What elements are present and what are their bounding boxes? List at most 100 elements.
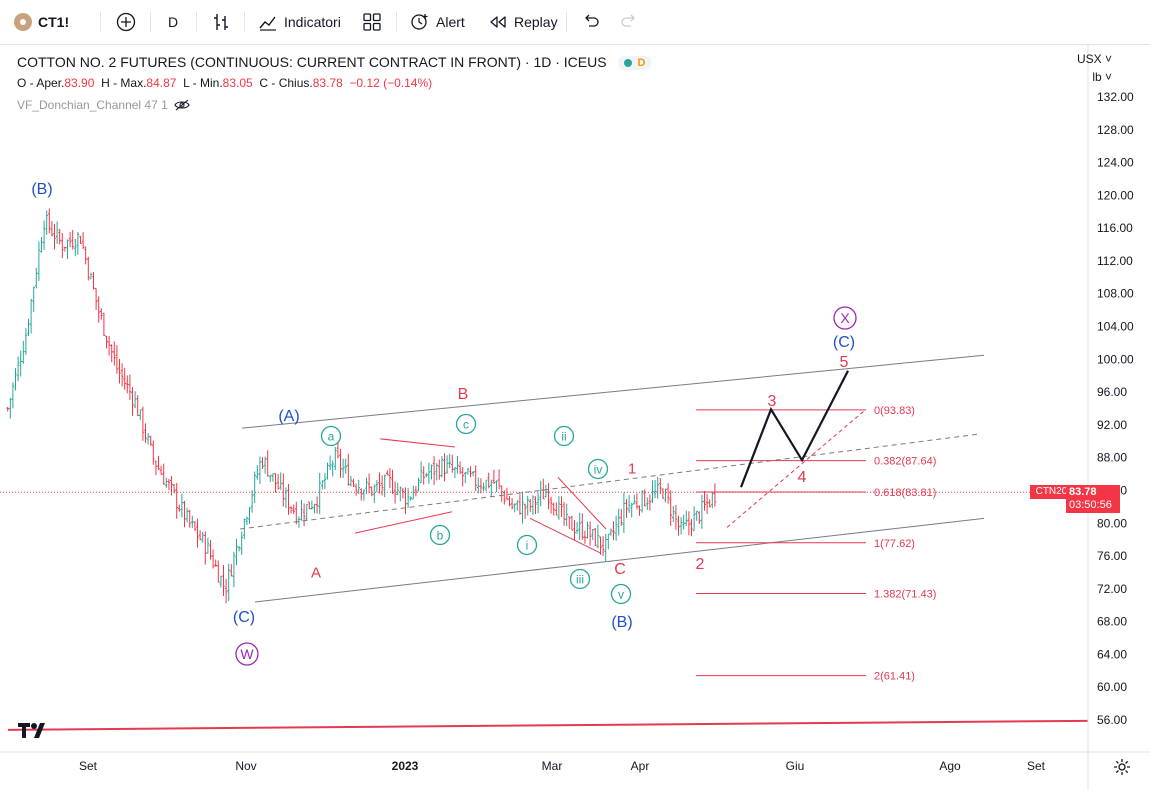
hidden-eye-icon[interactable] <box>174 99 190 111</box>
wave-label: X <box>840 310 850 326</box>
ohlc-bar <box>237 546 241 552</box>
high-value: 84.87 <box>146 76 177 90</box>
ohlc-bar <box>539 480 543 507</box>
ohlc-bar <box>435 463 439 481</box>
bar-style-button[interactable] <box>212 10 230 34</box>
ohlc-bar <box>79 235 82 244</box>
interval-button[interactable]: D <box>168 10 178 34</box>
y-tick-label: 60.00 <box>1097 680 1127 694</box>
ohlc-bar <box>404 487 407 515</box>
ohlc-bar <box>321 480 324 490</box>
tradingview-logo <box>18 720 52 745</box>
ohlc-bar <box>378 472 381 494</box>
ohlc-bar <box>586 521 589 539</box>
ohlc-bar <box>367 473 371 494</box>
undo-button[interactable] <box>582 10 600 34</box>
ohlc-bar <box>292 504 296 515</box>
ohlc-bar <box>638 505 641 516</box>
wave-label-circle <box>320 425 342 447</box>
ohlc-bar <box>388 468 392 489</box>
ohlc-bar <box>118 358 121 384</box>
ohlc-bar <box>529 498 532 512</box>
ohlc-bar <box>406 488 410 508</box>
wave-label-circle <box>569 568 591 590</box>
unit-selector[interactable]: lb ˅ <box>1092 70 1112 84</box>
replay-button[interactable]: Replay <box>488 10 558 34</box>
ohlc-bar <box>565 503 569 527</box>
x-tick-label: Giu <box>786 759 805 773</box>
ohlc-bar <box>131 387 134 416</box>
ohlc-bar <box>581 513 584 540</box>
ohlc-bar <box>570 515 574 531</box>
ohlc-bar <box>175 482 179 519</box>
fib-level-label: 1.382(71.43) <box>874 589 936 601</box>
x-tick-label: 2023 <box>392 759 419 773</box>
redo-button[interactable] <box>620 10 638 34</box>
projected-wave-path <box>739 370 849 488</box>
indicators-label: Indicatori <box>284 14 341 30</box>
wave-label-circle <box>455 413 477 435</box>
add-symbol-button[interactable] <box>116 10 136 34</box>
ohlc-bar <box>685 510 688 526</box>
wave-label: iii <box>576 572 584 586</box>
ohlc-bar <box>614 515 618 541</box>
wave-label: (A) <box>278 408 299 425</box>
chart-settings-button[interactable] <box>1113 758 1131 781</box>
ohlc-bar <box>451 454 454 473</box>
ohlc-bar <box>669 490 673 526</box>
ohlc-bar <box>144 423 147 443</box>
ohlc-bar <box>383 474 387 498</box>
indicators-button[interactable]: Indicatori <box>258 10 341 34</box>
ohlc-bar <box>89 272 93 280</box>
delay-badge: D <box>637 57 646 70</box>
ohlc-bar <box>232 551 236 588</box>
ohlc-bar <box>120 363 124 387</box>
ohlc-bar <box>14 368 17 391</box>
redo-icon <box>621 14 635 27</box>
ohlc-bar <box>682 514 686 530</box>
ohlc-bar <box>328 455 332 471</box>
y-tick-label: 128.00 <box>1097 123 1134 137</box>
ohlc-bar <box>362 489 366 501</box>
ohlc-bar <box>698 511 701 525</box>
x-tick-label: Ago <box>939 759 961 773</box>
wave-label: (B) <box>611 614 632 631</box>
ohlc-bar <box>206 537 210 554</box>
currency-selector[interactable]: USX ˅ <box>1077 52 1112 66</box>
ohlc-bar <box>560 496 563 518</box>
ohlc-bar <box>399 486 402 502</box>
templates-button[interactable] <box>362 10 382 34</box>
ohlc-bar <box>477 477 480 494</box>
ohlc-values: O - Aper.83.90 H - Max.84.87 L - Min.83.… <box>17 76 432 90</box>
ohlc-bar <box>331 460 335 477</box>
ohlc-bar <box>609 528 613 536</box>
ohlc-bar <box>500 485 504 502</box>
symbol-label: CT1! <box>38 14 70 30</box>
ohlc-bar <box>276 473 280 490</box>
ohlc-bar <box>523 503 527 519</box>
ohlc-bar <box>440 456 444 478</box>
ohlc-bar <box>612 521 615 541</box>
templates-icon <box>363 13 381 31</box>
ohlc-bar <box>393 481 397 504</box>
ohlc-bar <box>516 500 519 511</box>
chart-axes: 56.0060.0064.0068.0072.0076.0080.0084.00… <box>0 45 1150 790</box>
chevron-down-icon: ˅ <box>1101 70 1112 84</box>
ohlc-bar <box>66 239 69 260</box>
ohlc-bar <box>461 467 465 487</box>
ohlc-bar <box>230 564 233 577</box>
ohlc-bar <box>471 471 475 477</box>
ohlc-bar <box>323 472 327 490</box>
symbol-search-button[interactable]: CT1! <box>14 10 69 34</box>
ohlc-bar <box>107 335 111 356</box>
ohlc-bar <box>360 488 363 501</box>
market-status-badge[interactable]: D <box>618 56 652 71</box>
ohlc-bar <box>42 220 46 250</box>
alert-button[interactable]: Alert <box>410 10 465 34</box>
ohlc-bar <box>263 456 267 474</box>
wave-label: 5 <box>840 354 849 371</box>
indicator-legend[interactable]: VF_Donchian_Channel 47 1 <box>17 98 190 112</box>
y-tick-label: 108.00 <box>1097 287 1134 301</box>
ohlc-bar <box>578 512 582 541</box>
